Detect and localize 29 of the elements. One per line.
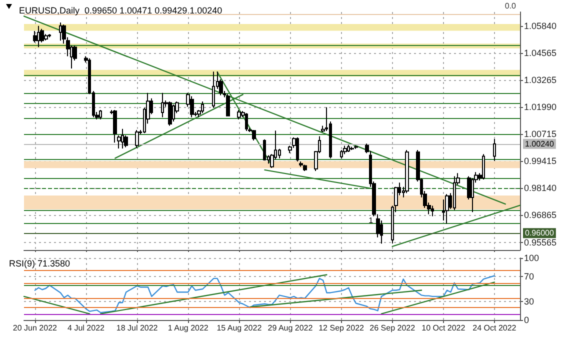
ref-line-label: 1.00240	[525, 139, 554, 148]
y-tick-label: 0.96865	[524, 210, 557, 220]
y-tick-label: 1.00715	[524, 128, 557, 139]
x-tick-label: 20 Jun 2022	[12, 324, 58, 332]
y-tick-label: 0.98140	[524, 183, 557, 194]
x-tick-label: 24 Oct 2022	[472, 324, 517, 332]
x-tick-label: 18 Jul 2022	[116, 324, 158, 332]
ref-line-label: 0.96000	[525, 228, 554, 238]
annotation: 1	[368, 216, 374, 226]
chart-title: RSI(9) 71.3580	[9, 258, 70, 268]
y-tick-label: 0.99415	[524, 156, 557, 166]
y-tick-label: 30	[524, 296, 534, 306]
y-tick-label: 1.03265	[524, 75, 557, 86]
x-tick-label: 26 Sep 2022	[370, 324, 416, 332]
x-tick-label: 12 Sep 2022	[318, 324, 365, 332]
y-tick-label: 100	[524, 253, 540, 263]
text: 0.0	[504, 2, 517, 10]
y-tick-label: 1.04565	[524, 48, 557, 58]
x-tick-label: 1 Aug 2022	[168, 324, 209, 332]
chart-title: EURUSD,Daily 0.99650 1.00471 0.99429 1.00240	[19, 6, 222, 16]
x-tick-label: 15 Aug 2022	[216, 324, 262, 332]
x-tick-label: 4 Jul 2022	[68, 324, 106, 332]
y-tick-label: 0	[524, 315, 530, 325]
y-tick-label: 1.01990	[524, 102, 557, 112]
y-tick-label: 70	[524, 272, 534, 282]
x-tick-label: 10 Oct 2022	[422, 324, 466, 332]
y-tick-label: 1.05840	[524, 20, 557, 31]
x-tick-label: 29 Aug 2022	[268, 324, 314, 332]
y-tick-label: 0.95565	[524, 237, 557, 248]
